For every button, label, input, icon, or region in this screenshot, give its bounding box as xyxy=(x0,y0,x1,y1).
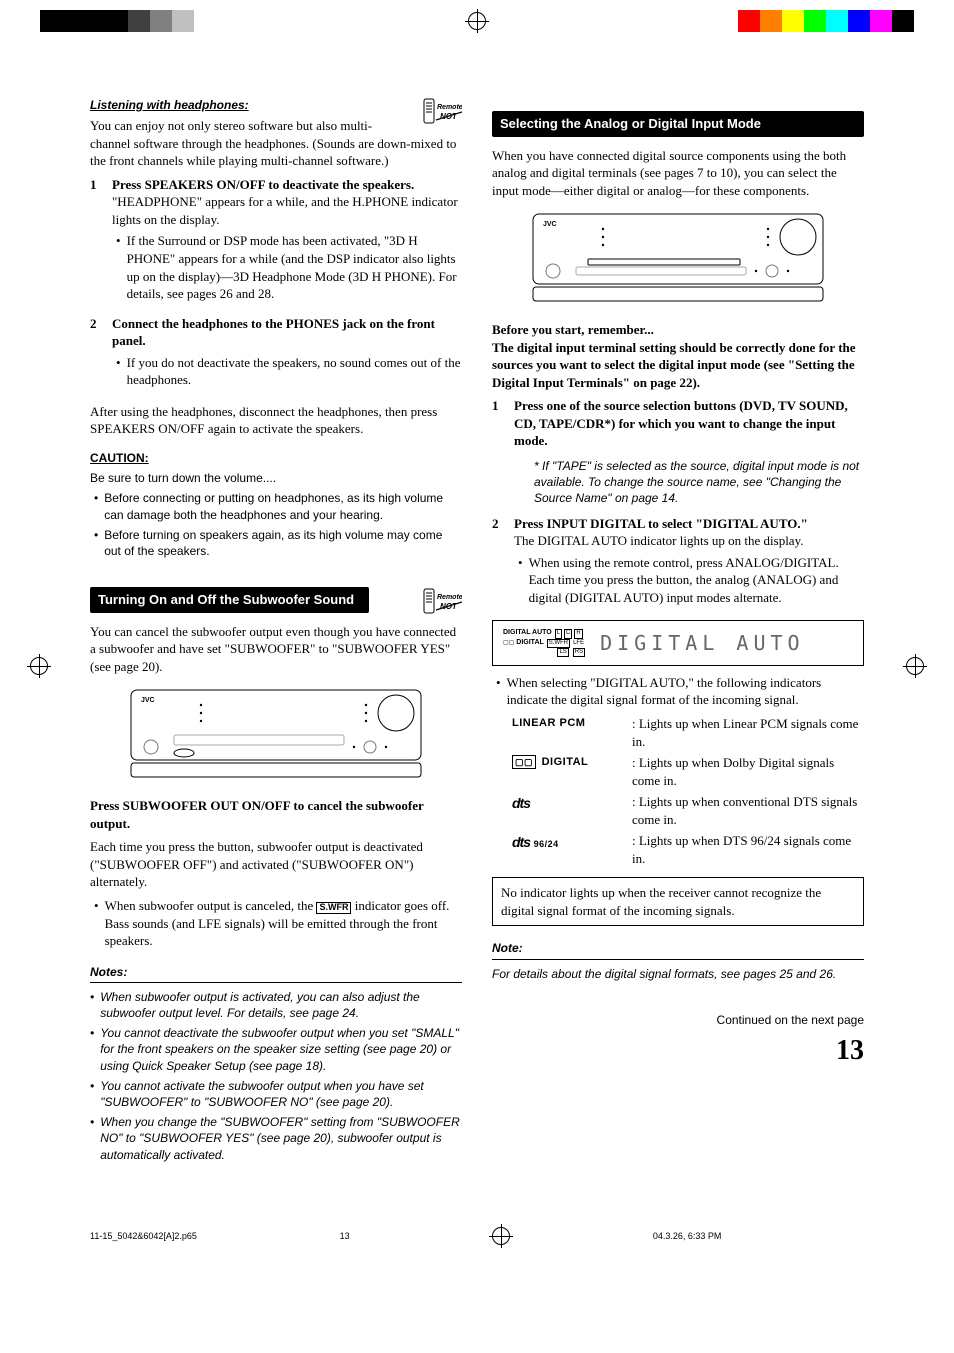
subwoofer-bullet: When subwoofer output is canceled, the S… xyxy=(94,897,462,950)
digital-steps: 1 Press one of the source selection butt… xyxy=(492,397,864,610)
caution-bullet-2: Before turning on speakers again, as its… xyxy=(94,527,462,559)
page-number: 13 xyxy=(492,1032,864,1070)
notes-heading: Notes: xyxy=(90,964,462,983)
svg-text:JVC: JVC xyxy=(543,221,557,228)
caution-heading: CAUTION: xyxy=(90,450,462,466)
color-swatches-left xyxy=(40,10,216,32)
footer-date: 04.3.26, 6:33 PM xyxy=(653,1230,722,1242)
no-indicator-note: No indicator lights up when the receiver… xyxy=(492,877,864,926)
step2-lead: Connect the headphones to the PHONES jac… xyxy=(112,316,435,349)
indicator-dts-9624: dts 96/24 : Lights up when DTS 96/24 sig… xyxy=(512,832,864,867)
receiver-illustration-right: JVC xyxy=(528,209,828,309)
note-text-right: For details about the digital signal for… xyxy=(492,966,864,982)
indicators-intro: When selecting "DIGITAL AUTO," the follo… xyxy=(496,674,864,709)
note-heading-right: Note: xyxy=(492,940,864,959)
headphones-step-2: 2 Connect the headphones to the PHONES j… xyxy=(90,315,462,393)
step1-body: "HEADPHONE" appears for a while, and the… xyxy=(112,193,462,228)
digital-input-heading: Selecting the Analog or Digital Input Mo… xyxy=(492,111,864,137)
left-column: Remote NOT Listening with headphones: Yo… xyxy=(90,97,462,1167)
registration-target-bottom xyxy=(492,1227,510,1245)
subwoofer-press: Press SUBWOOFER OUT ON/OFF to cancel the… xyxy=(90,798,424,831)
continued-text: Continued on the next page xyxy=(492,1012,864,1028)
subwoofer-desc: Each time you press the button, subwoofe… xyxy=(90,838,462,891)
digital-step-2: 2 Press INPUT DIGITAL to select "DIGITAL… xyxy=(492,515,864,611)
right-column: Selecting the Analog or Digital Input Mo… xyxy=(492,97,864,1167)
headphones-step-1: 1 Press SPEAKERS ON/OFF to deactivate th… xyxy=(90,176,462,307)
indicator-linear-pcm: LINEAR PCM : Lights up when Linear PCM s… xyxy=(512,715,864,750)
swfr-indicator: S.WFR xyxy=(316,902,351,914)
remote-not-badge-2: Remote NOT xyxy=(420,587,462,617)
lcd-indicators: DIGITAL AUTO LCR ▢▢ DIGITAL S.WFRLFE LS … xyxy=(503,629,586,657)
remote-not-badge: Remote NOT xyxy=(420,97,462,127)
registration-target-left xyxy=(30,657,48,675)
indicator-dolby: ▢▢ DIGITAL : Lights up when Dolby Digita… xyxy=(512,754,864,789)
digital-step-1: 1 Press one of the source selection butt… xyxy=(492,397,864,506)
step1-footnote: * If "TAPE" is selected as the source, d… xyxy=(534,458,864,507)
indicator-dts: dts : Lights up when conventional DTS si… xyxy=(512,793,864,828)
subwoofer-intro: You can cancel the subwoofer output even… xyxy=(90,623,462,676)
svg-text:Remote: Remote xyxy=(437,104,462,111)
lcd-display: DIGITAL AUTO LCR ▢▢ DIGITAL S.WFRLFE LS … xyxy=(492,620,864,666)
digital-intro: When you have connected digital source c… xyxy=(492,147,864,200)
headphones-steps: 1 Press SPEAKERS ON/OFF to deactivate th… xyxy=(90,176,462,393)
before-start-b: The digital input terminal setting shoul… xyxy=(492,340,856,390)
subwoofer-heading: Turning On and Off the Subwoofer Sound xyxy=(90,587,369,613)
print-footer: 11-15_5042&6042[A]2.p65 13 04.3.26, 6:33… xyxy=(0,1207,954,1255)
footer-page: 13 xyxy=(340,1230,350,1242)
svg-text:JVC: JVC xyxy=(141,697,155,704)
registration-target-right xyxy=(906,657,924,675)
step2-bullet: If you do not deactivate the speakers, n… xyxy=(116,354,462,389)
print-registration-top xyxy=(0,0,954,37)
caution-lead: Be sure to turn down the volume.... xyxy=(90,470,462,486)
color-swatches-right xyxy=(738,10,914,32)
step1-lead: Press SPEAKERS ON/OFF to deactivate the … xyxy=(112,177,414,192)
footer-filename: 11-15_5042&6042[A]2.p65 xyxy=(90,1230,197,1242)
before-start-h: Before you start, remember... xyxy=(492,322,654,337)
headphones-after: After using the headphones, disconnect t… xyxy=(90,403,462,438)
receiver-illustration-left: JVC xyxy=(126,685,426,785)
svg-text:Remote: Remote xyxy=(437,594,462,601)
page-content: Remote NOT Listening with headphones: Yo… xyxy=(0,37,954,1207)
step1-bullet: If the Surround or DSP mode has been act… xyxy=(116,232,462,302)
caution-bullet-1: Before connecting or putting on headphon… xyxy=(94,490,462,522)
notes-list: When subwoofer output is activated, you … xyxy=(90,989,462,1163)
lcd-text: DIGITAL AUTO xyxy=(600,630,805,657)
headphones-heading: Listening with headphones: xyxy=(90,97,462,113)
registration-target-top xyxy=(468,12,486,30)
headphones-intro: You can enjoy not only stereo software b… xyxy=(90,117,462,170)
